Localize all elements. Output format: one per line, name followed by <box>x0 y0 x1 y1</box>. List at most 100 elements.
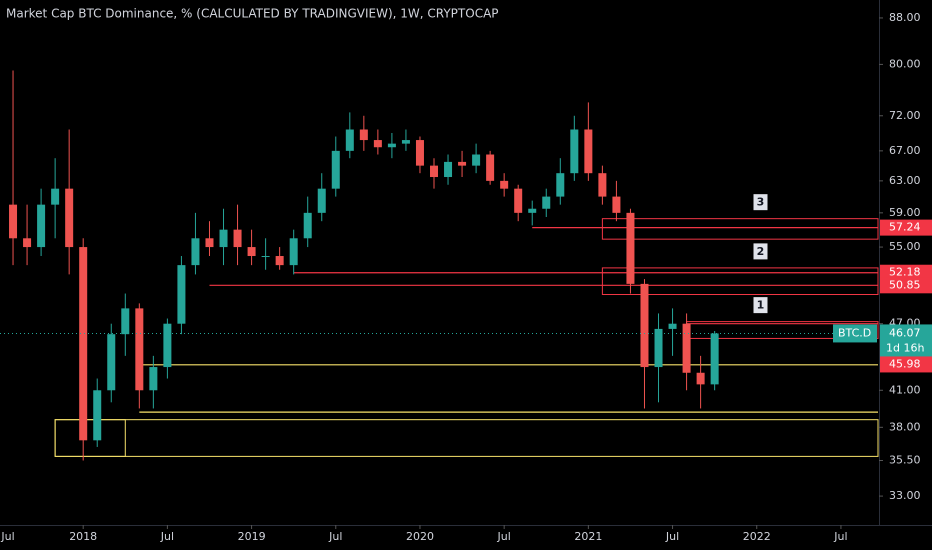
candle-body <box>149 367 158 391</box>
candle-body <box>23 238 32 248</box>
candle-body <box>472 154 481 166</box>
zone-box <box>54 419 126 457</box>
y-tick-label: 55.00 <box>889 240 921 253</box>
candle-body <box>612 196 621 213</box>
x-tick-label: Jul <box>328 530 342 543</box>
candle-body <box>500 180 509 189</box>
zone-label: 2 <box>757 245 765 258</box>
x-tick-label: 2021 <box>574 530 602 543</box>
candle-body <box>191 238 200 266</box>
last-price-tag-bg <box>880 324 932 358</box>
candle-body <box>205 238 214 248</box>
candle-body <box>289 238 298 266</box>
candle-body <box>233 229 242 248</box>
x-tick-label: Jul <box>160 530 174 543</box>
candle-body <box>654 328 663 368</box>
candle-body <box>556 173 565 197</box>
candle-body <box>79 247 88 441</box>
marker-price-tag-bg <box>880 356 932 373</box>
candle-body <box>177 265 186 324</box>
candle-body <box>584 129 593 174</box>
candle-body <box>345 129 354 151</box>
candle-body <box>317 188 326 213</box>
candle-body <box>65 188 74 248</box>
y-tick-label: 35.50 <box>889 453 921 466</box>
candle-body <box>121 308 130 335</box>
zone-label-box <box>752 193 769 212</box>
x-tick-label: Jul <box>665 530 679 543</box>
candle-body <box>219 229 228 248</box>
candle-body <box>514 188 523 213</box>
candle-body <box>387 143 396 148</box>
x-tick-label: 2020 <box>406 530 434 543</box>
candle-body <box>486 154 495 181</box>
candle-body <box>401 140 410 144</box>
candle-body <box>37 204 46 248</box>
last-price-tag: 46.07 <box>889 326 921 339</box>
candle-body <box>93 390 102 441</box>
candle-body <box>247 247 256 257</box>
y-tick-label: 63.00 <box>889 174 921 187</box>
x-tick-label: Jul <box>833 530 847 543</box>
zone-box <box>601 267 879 296</box>
candle-body <box>261 256 270 258</box>
candle-body <box>163 323 172 368</box>
candle-body <box>107 334 116 391</box>
zone-label: 1 <box>757 299 765 312</box>
level-tag-bg <box>880 264 932 281</box>
candle-body <box>331 150 340 189</box>
y-tick-label: 88.00 <box>889 11 921 24</box>
level-tag-bg <box>880 277 932 294</box>
y-tick-label: 33.00 <box>889 489 921 502</box>
y-tick-label: 72.00 <box>889 109 921 122</box>
x-tick-label: 2022 <box>743 530 771 543</box>
countdown: 1d 16h <box>886 341 924 354</box>
level-tag: 52.18 <box>889 266 921 279</box>
candle-body <box>710 333 719 385</box>
candle-body <box>430 165 438 178</box>
zone-label: 3 <box>757 196 765 209</box>
zone-label-box <box>752 242 769 261</box>
candle-body <box>9 204 18 239</box>
candle-body <box>444 161 453 178</box>
zone-label-box <box>752 296 769 315</box>
y-tick-label: 80.00 <box>889 57 921 70</box>
candle-body <box>303 212 312 239</box>
candle-body <box>51 188 60 205</box>
marker-price-tag: 45.98 <box>889 357 921 370</box>
x-tick-label: 2018 <box>69 530 97 543</box>
candle-body <box>528 208 537 213</box>
x-tick-label: 2019 <box>238 530 266 543</box>
level-tag: 50.85 <box>889 278 921 291</box>
candle-body <box>359 129 368 141</box>
candle-body <box>598 173 607 197</box>
level-tag-bg <box>880 219 932 236</box>
chart-title: Market Cap BTC Dominance, % (CALCULATED … <box>6 7 499 21</box>
zone-box <box>601 218 879 240</box>
y-tick-label: 67.00 <box>889 144 921 157</box>
level-tag: 57.24 <box>889 221 921 234</box>
candle-body <box>373 140 382 148</box>
candle-body <box>458 161 467 166</box>
x-tick-label: Jul <box>0 530 14 543</box>
candle-body <box>696 372 705 385</box>
symbol-tag-bg <box>833 324 877 343</box>
candle-body <box>626 212 635 284</box>
plot-area: 3 2 1 <box>0 70 879 461</box>
candle-body <box>135 308 144 391</box>
y-tick-label: 38.00 <box>889 420 921 433</box>
x-tick-label: Jul <box>497 530 511 543</box>
candle-body <box>682 323 691 373</box>
symbol-tag: BTC.D <box>838 326 871 339</box>
candle-body <box>570 129 579 174</box>
candle-body <box>275 256 284 266</box>
candle-body <box>415 140 424 166</box>
candle-body <box>668 323 677 329</box>
y-tick-label: 59.00 <box>889 206 921 219</box>
candle-body <box>640 283 649 368</box>
y-tick-label: 41.00 <box>889 383 921 396</box>
candle-body <box>542 196 551 209</box>
